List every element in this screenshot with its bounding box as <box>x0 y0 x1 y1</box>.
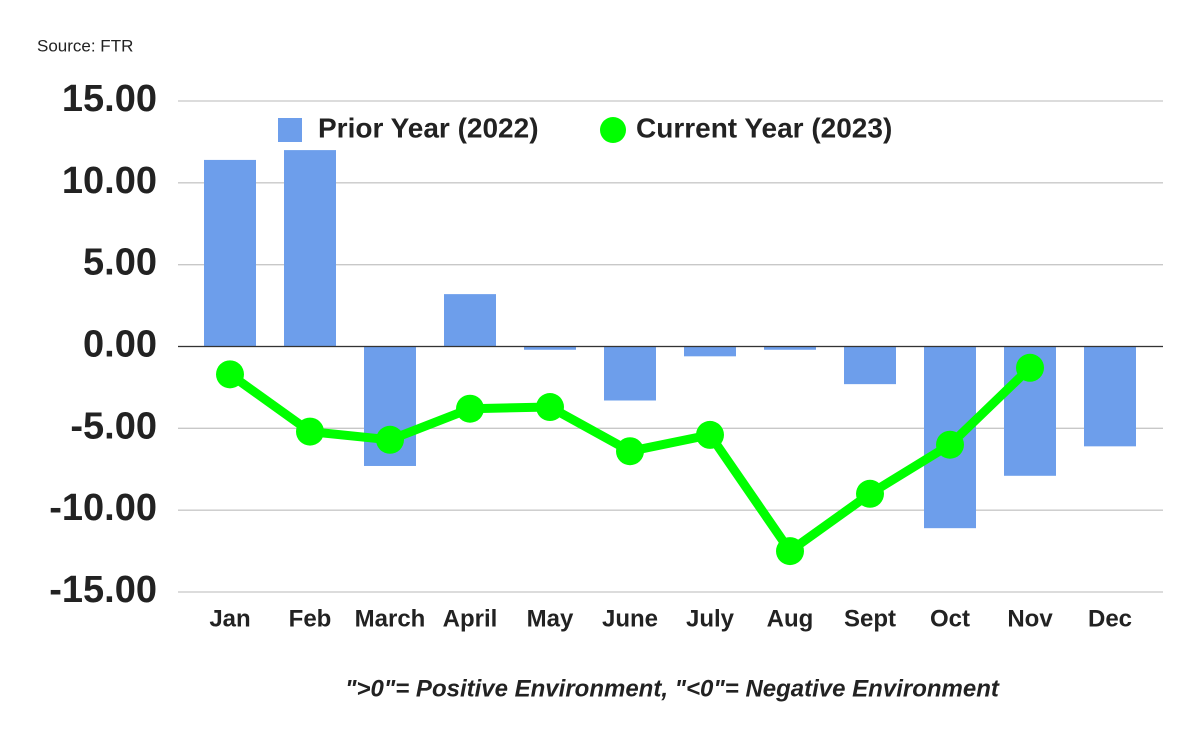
bar <box>1084 346 1136 447</box>
bar <box>284 150 336 347</box>
x-tick-label: Nov <box>1007 605 1053 632</box>
legend-label: Prior Year (2022) <box>318 112 539 143</box>
bar <box>604 346 656 401</box>
bar <box>524 346 576 350</box>
source: Source: FTR <box>37 36 133 55</box>
x-tick-label: April <box>443 605 498 632</box>
x-tick-label: Jan <box>209 605 250 632</box>
point <box>936 430 964 459</box>
bar <box>764 346 816 350</box>
x-tick-label: June <box>602 605 658 632</box>
x-tick-label: July <box>686 605 735 632</box>
x-tick-label: Aug <box>767 605 814 632</box>
x-tick-label: May <box>527 605 574 632</box>
bar <box>684 346 736 357</box>
point <box>856 479 884 508</box>
point <box>216 360 244 389</box>
x-tick-label: Dec <box>1088 605 1132 632</box>
legend-swatch <box>278 118 302 142</box>
point <box>776 537 804 566</box>
legend-label: Current Year (2023) <box>636 112 892 143</box>
y-tick-label: 5.00 <box>83 242 157 284</box>
x-tick-label: March <box>355 605 426 632</box>
y-tick-label: -10.00 <box>49 487 157 529</box>
point <box>296 417 324 446</box>
x-tick-label: Sept <box>844 605 896 632</box>
point <box>376 425 404 454</box>
point <box>616 437 644 466</box>
y-tick-label: -5.00 <box>70 405 157 447</box>
bar <box>204 159 256 347</box>
bar <box>444 294 496 347</box>
x-tick-label: Oct <box>930 605 970 632</box>
point <box>536 393 564 422</box>
x-tick-label: Feb <box>289 605 332 632</box>
point <box>456 394 484 423</box>
y-tick-label: 15.00 <box>62 78 157 120</box>
y-tick-label: 10.00 <box>62 160 157 202</box>
y-tick-label: 0.00 <box>83 324 157 366</box>
note: ">0"= Positive Environment, "<0"= Negati… <box>345 675 1000 702</box>
y-tick-label: -15.00 <box>49 569 157 611</box>
point <box>1016 353 1044 382</box>
bar <box>844 346 896 385</box>
point <box>696 420 724 449</box>
legend-swatch <box>600 117 626 143</box>
